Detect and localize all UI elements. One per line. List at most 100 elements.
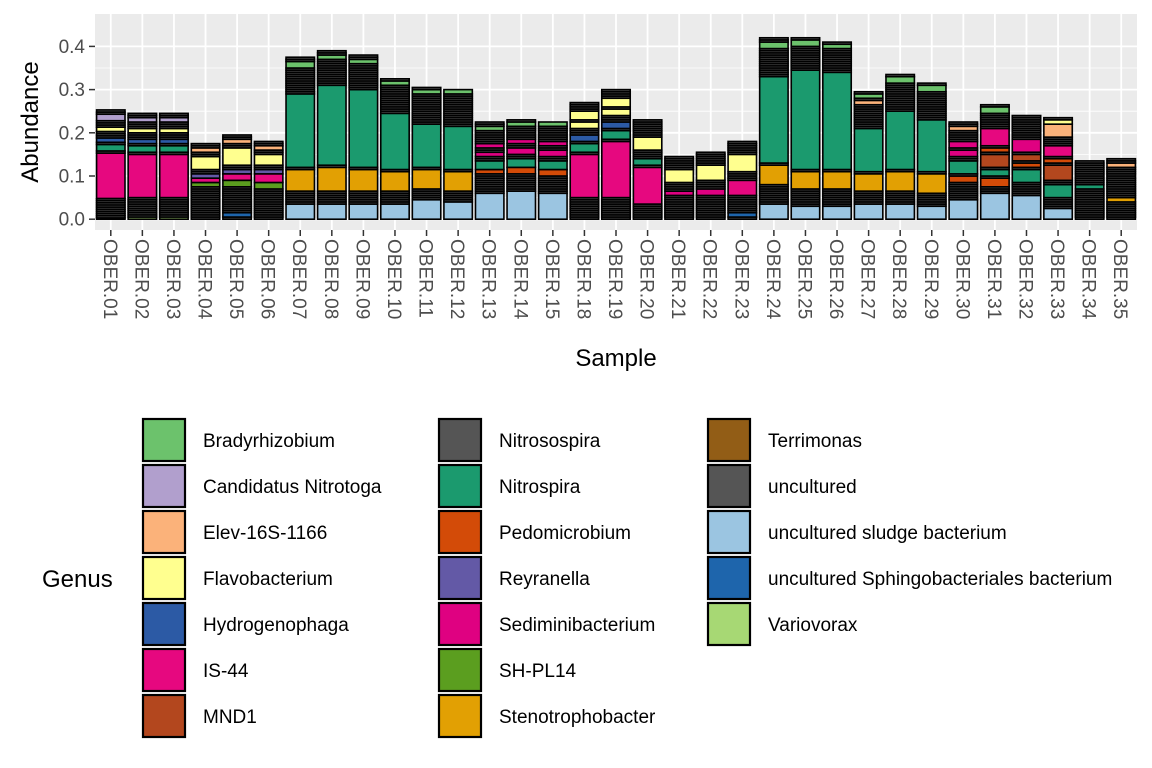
bar-segment bbox=[948, 160, 979, 175]
bar-segment bbox=[758, 41, 789, 50]
bar-stack-OBER.30 bbox=[948, 121, 979, 220]
x-tick-label: OBER.29 bbox=[920, 239, 941, 319]
x-tick-label: OBER.08 bbox=[320, 239, 341, 319]
legend-swatch bbox=[437, 463, 483, 509]
x-tick-label: OBER.31 bbox=[983, 239, 1004, 319]
bar-segment bbox=[506, 166, 537, 175]
bar-stack-OBER.34 bbox=[1074, 160, 1105, 220]
bar-segment bbox=[348, 203, 379, 221]
legend-label: Bradyrhizobium bbox=[203, 431, 335, 452]
legend-swatch bbox=[437, 417, 483, 463]
bar-segment bbox=[885, 170, 916, 192]
x-tick-label: OBER.32 bbox=[1014, 239, 1035, 319]
bar-segment bbox=[569, 121, 600, 130]
bar-segment bbox=[632, 136, 663, 151]
bar-segment bbox=[916, 82, 947, 87]
x-tick-label: OBER.23 bbox=[730, 239, 751, 319]
bar-segment bbox=[443, 201, 474, 220]
bar-segment bbox=[158, 153, 189, 199]
bar-segment bbox=[222, 173, 253, 182]
x-tick-label: OBER.10 bbox=[383, 239, 404, 319]
bar-segment bbox=[948, 149, 979, 158]
x-tick-label: OBER.34 bbox=[1078, 239, 1099, 320]
bar-segment bbox=[790, 39, 821, 48]
bar-segment bbox=[664, 168, 695, 184]
bar-segment bbox=[253, 140, 284, 145]
x-tick-label: OBER.28 bbox=[888, 239, 909, 319]
bar-segment bbox=[537, 160, 568, 171]
legend-item: MND1 bbox=[141, 693, 257, 739]
bar-segment bbox=[758, 203, 789, 221]
bar-stack-OBER.35 bbox=[1106, 157, 1137, 220]
bar-stack-OBER.02 bbox=[127, 112, 158, 220]
bar-segment bbox=[316, 84, 347, 166]
bar-stack-OBER.33 bbox=[1043, 116, 1074, 220]
x-tick-label: OBER.30 bbox=[951, 239, 972, 319]
bar-stack-OBER.06 bbox=[253, 140, 284, 220]
bar-segment bbox=[1043, 116, 1074, 121]
bar-segment bbox=[822, 205, 853, 221]
bar-segment bbox=[253, 181, 284, 190]
bar-segment bbox=[727, 179, 758, 197]
bar-segment bbox=[285, 168, 316, 192]
bar-segment bbox=[758, 36, 789, 41]
x-tick-label: OBER.02 bbox=[130, 239, 151, 319]
bar-segment bbox=[127, 153, 158, 199]
bar-segment bbox=[474, 160, 505, 171]
bar-segment bbox=[1074, 160, 1105, 164]
x-tick-label: OBER.13 bbox=[478, 239, 499, 319]
bar-segment bbox=[443, 170, 474, 192]
bar-stack-OBER.11 bbox=[411, 86, 442, 220]
bar-segment bbox=[853, 127, 884, 173]
x-tick-label: OBER.01 bbox=[99, 239, 120, 319]
x-tick-label: OBER.19 bbox=[604, 239, 625, 319]
x-tick-label: OBER.05 bbox=[225, 239, 246, 319]
bar-segment bbox=[222, 134, 253, 138]
bar-segment bbox=[916, 173, 947, 195]
bar-segment bbox=[95, 152, 126, 200]
legend-item: Nitrosospira bbox=[437, 417, 601, 463]
bar-segment bbox=[727, 153, 758, 173]
bar-segment bbox=[1043, 207, 1074, 220]
y-tick-label: 0.2 bbox=[59, 123, 85, 144]
x-tick-label: OBER.15 bbox=[541, 239, 562, 319]
y-tick-label: 0.3 bbox=[59, 80, 85, 101]
bar-segment bbox=[979, 192, 1010, 220]
bar-stack-OBER.03 bbox=[158, 112, 189, 220]
bar-segment bbox=[285, 56, 316, 61]
x-tick-label: OBER.21 bbox=[667, 239, 688, 319]
legend: Genus Bradyrhizobium Candidatus Nitrotoga… bbox=[42, 417, 1112, 739]
bar-segment bbox=[727, 140, 758, 145]
x-tick-label: OBER.09 bbox=[351, 239, 372, 319]
bar-stack-OBER.26 bbox=[822, 41, 853, 221]
legend-item: Elev-16S-1166 bbox=[141, 509, 327, 555]
bar-segment bbox=[916, 84, 947, 93]
bar-stack-OBER.22 bbox=[695, 151, 726, 220]
legend-label: Nitrospira bbox=[499, 477, 581, 498]
bar-stack-OBER.07 bbox=[285, 56, 316, 221]
legend-swatch bbox=[706, 509, 752, 555]
bar-segment bbox=[790, 36, 821, 41]
bar-segment bbox=[758, 164, 789, 186]
bar-stack-OBER.32 bbox=[1011, 114, 1042, 221]
bar-segment bbox=[222, 147, 253, 166]
bar-segment bbox=[632, 157, 663, 167]
bar-segment bbox=[600, 97, 632, 108]
bar-segment bbox=[506, 190, 537, 220]
bar-stack-OBER.13 bbox=[474, 121, 505, 220]
bar-segment bbox=[600, 108, 632, 117]
bar-segment bbox=[285, 203, 316, 221]
legend-item: Sediminibacterium bbox=[437, 601, 655, 647]
bar-stack-OBER.20 bbox=[632, 119, 663, 220]
legend-item: Terrimonas bbox=[706, 417, 862, 463]
bar-segment bbox=[222, 179, 253, 188]
bar-stack-OBER.27 bbox=[853, 90, 884, 221]
bars bbox=[95, 36, 1137, 221]
legend-item: Nitrospira bbox=[437, 463, 581, 509]
legend-item: uncultured bbox=[706, 463, 857, 509]
legend-swatch bbox=[141, 601, 187, 647]
y-axis: 0.0 0.1 0.2 0.3 0.4 bbox=[59, 37, 95, 231]
bar-stack-OBER.08 bbox=[316, 49, 347, 221]
bar-segment bbox=[664, 155, 695, 160]
legend-swatch bbox=[437, 647, 483, 693]
